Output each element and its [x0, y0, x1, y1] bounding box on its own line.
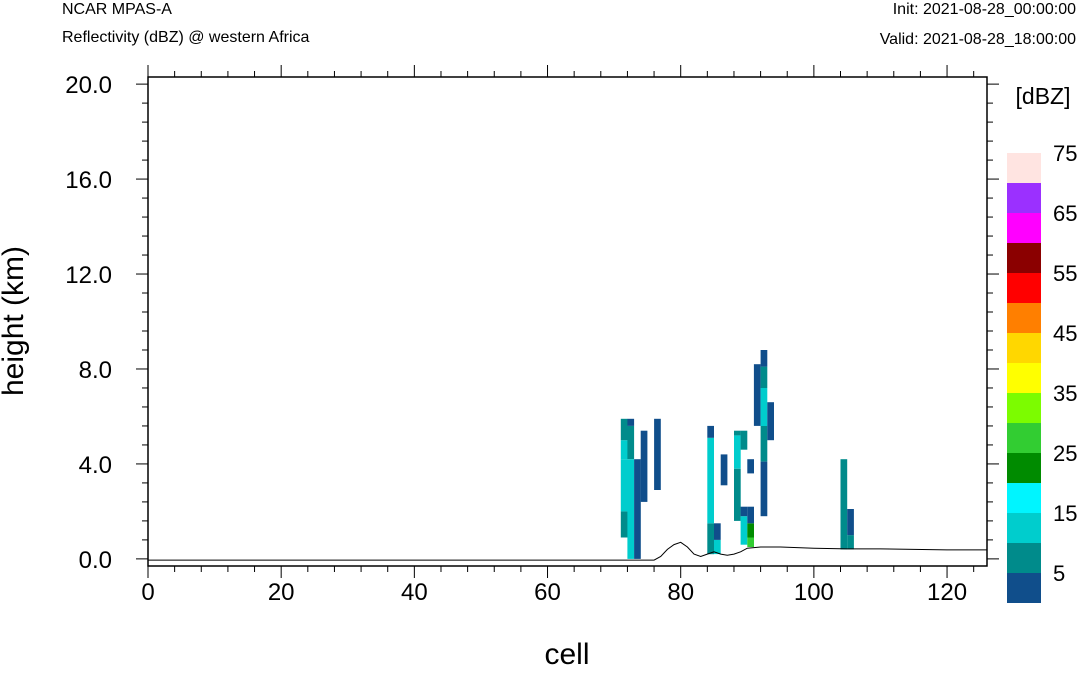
axis-tick-labels: 0 20 40 60 80 100 120 0.0 4.0 8.0 12.0 16.0 20.0: [65, 72, 967, 606]
colorbar-label: 75: [1053, 141, 1077, 166]
x-tick-label: 0: [141, 579, 154, 606]
x-tick-label: 120: [927, 579, 967, 606]
colorbar-swatch: [1007, 213, 1041, 243]
reflectivity-cell: [734, 468, 741, 521]
colorbar-label: 25: [1053, 441, 1077, 466]
colorbar-swatch: [1007, 453, 1041, 483]
reflectivity-cell: [747, 459, 754, 474]
colorbar-label: 55: [1053, 261, 1077, 286]
reflectivity-cell: [753, 364, 761, 426]
reflectivity-cell: [720, 454, 728, 486]
x-tick-label: 80: [667, 579, 694, 606]
reflectivity-cell: [627, 459, 635, 559]
x-tick-label: 100: [794, 579, 834, 606]
plot-frame: [147, 76, 988, 567]
reflectivity-cell: [847, 535, 854, 550]
reflectivity-cell: [707, 437, 714, 524]
x-axis-label: cell: [544, 638, 589, 671]
reflectivity-cell: [747, 523, 754, 538]
model-name: NCAR MPAS-A: [62, 1, 172, 18]
colorbar-swatch: [1007, 393, 1041, 423]
reflectivity-cell: [714, 539, 721, 555]
reflectivity-cell: [620, 418, 628, 441]
reflectivity-cell: [620, 511, 628, 538]
colorbar-label: 35: [1053, 381, 1077, 406]
reflectivity-cell: [747, 537, 754, 547]
colorbar-swatch: [1007, 333, 1041, 363]
reflectivity-cell: [760, 350, 768, 367]
reflectivity-cell: [767, 402, 774, 441]
colorbar-label: 5: [1053, 561, 1065, 586]
colorbar-swatch: [1007, 303, 1041, 333]
y-tick-label: 0.0: [79, 547, 112, 574]
x-tick-label: 20: [268, 579, 295, 606]
valid-time: Valid: 2021-08-28_18:00:00: [879, 31, 1076, 48]
colorbar-swatch: [1007, 423, 1041, 453]
y-axis-label: height (km): [0, 246, 30, 396]
reflectivity-cell: [740, 516, 748, 545]
reflectivity-cell: [640, 430, 648, 502]
colorbar-label: 15: [1053, 501, 1077, 526]
reflectivity-cell: [747, 506, 754, 524]
y-tick-label: 20.0: [65, 72, 112, 99]
colorbar: 5 15 25 35 45 55 65 75: [1007, 141, 1077, 603]
reflectivity-cell: [627, 425, 635, 460]
colorbar-label: 65: [1053, 201, 1077, 226]
reflectivity-cell: [760, 366, 768, 388]
colorbar-swatch: [1007, 363, 1041, 393]
reflectivity-cell: [707, 523, 714, 555]
colorbar-swatch: [1007, 243, 1041, 273]
reflectivity-cell: [620, 440, 628, 460]
colorbar-swatch: [1007, 153, 1041, 183]
y-tick-label: 4.0: [79, 452, 112, 479]
reflectivity-cell: [740, 430, 748, 450]
reflectivity-cell: [714, 523, 721, 540]
reflectivity-cells: [620, 350, 854, 559]
reflectivity-cell: [734, 430, 741, 436]
colorbar-swatch: [1007, 513, 1041, 543]
y-tick-label: 16.0: [65, 167, 112, 194]
field-description: Reflectivity (dBZ) @ western Africa: [62, 29, 310, 46]
y-tick-label: 8.0: [79, 357, 112, 384]
init-time: Init: 2021-08-28_00:00:00: [892, 1, 1076, 18]
reflectivity-cell: [634, 459, 641, 559]
reflectivity-cell: [760, 461, 768, 517]
y-tick-label: 12.0: [65, 262, 112, 289]
colorbar-swatch: [1007, 483, 1041, 513]
reflectivity-cell: [620, 459, 628, 512]
colorbar-swatch: [1007, 273, 1041, 303]
reflectivity-cell: [740, 506, 748, 517]
reflectivity-cell: [840, 459, 848, 550]
axis-ticks: [136, 65, 999, 578]
reflectivity-cell: [707, 425, 714, 438]
terrain-polyline: [148, 541, 987, 561]
colorbar-swatch: [1007, 573, 1041, 603]
reflectivity-cell: [760, 388, 768, 426]
reflectivity-cell: [760, 425, 768, 462]
reflectivity-cell: [847, 509, 854, 536]
colorbar-units: [dBZ]: [1016, 83, 1071, 109]
colorbar-swatch: [1007, 543, 1041, 573]
x-tick-label: 60: [534, 579, 561, 606]
colorbar-swatch: [1007, 183, 1041, 213]
colorbar-label: 45: [1053, 321, 1077, 346]
x-tick-label: 40: [401, 579, 428, 606]
reflectivity-cell: [654, 418, 661, 490]
terrain-line: [148, 541, 987, 561]
reflectivity-cell: [734, 435, 741, 469]
reflectivity-cell: [627, 418, 635, 426]
